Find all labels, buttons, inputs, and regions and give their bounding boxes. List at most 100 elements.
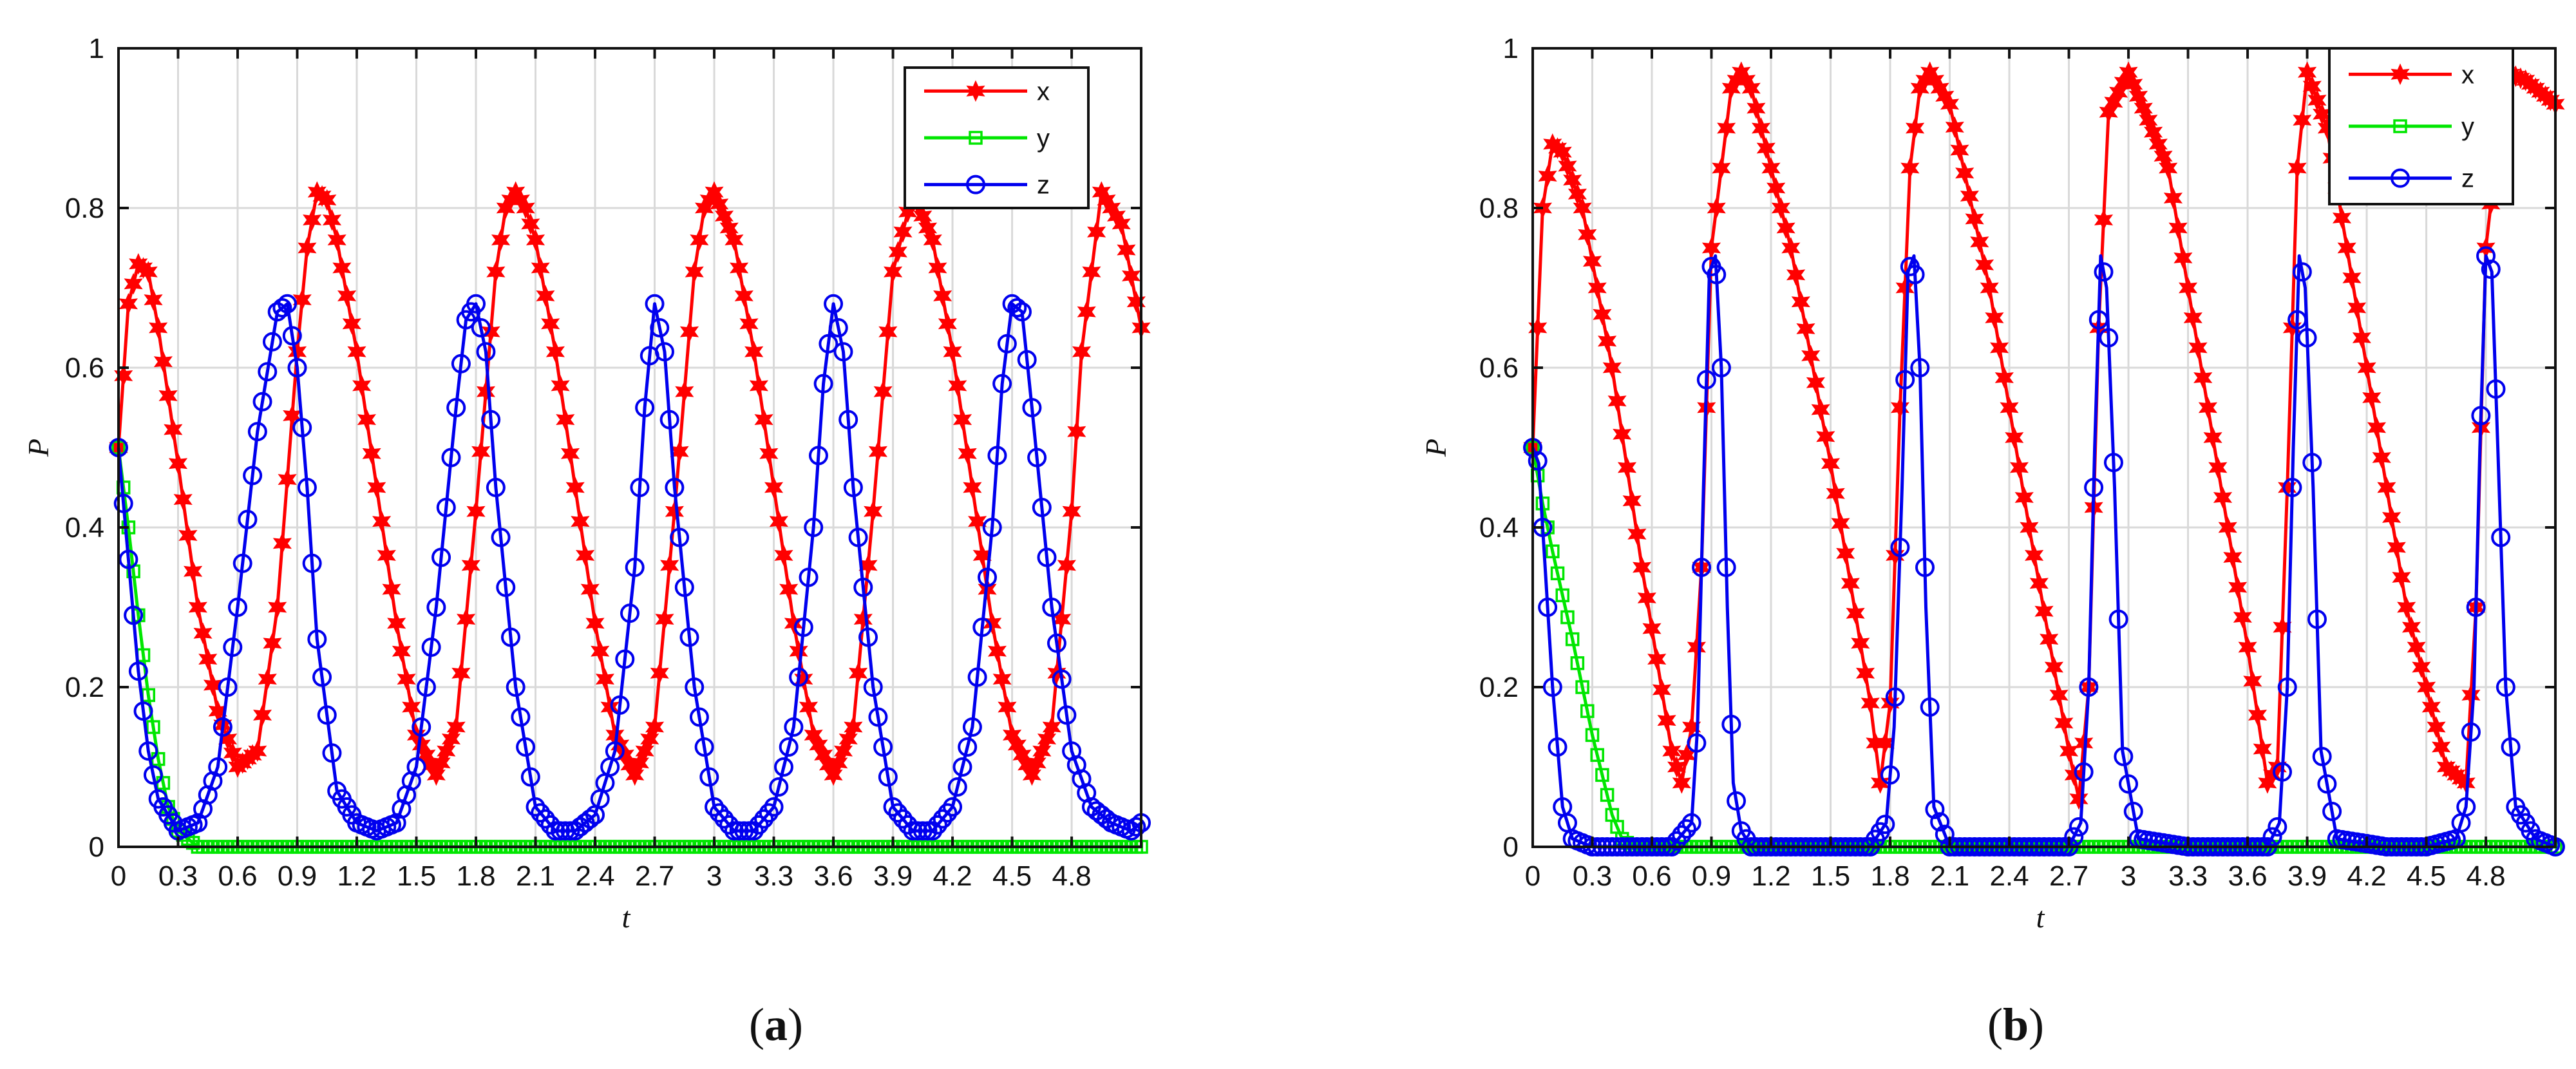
legend-marker-y	[969, 131, 983, 145]
series-x-marker	[1761, 157, 1781, 179]
series-z-marker	[1915, 558, 1935, 577]
series-z-marker	[808, 446, 828, 466]
series-z-marker	[2466, 598, 2486, 617]
series-z-marker	[138, 741, 158, 761]
series-x-marker	[431, 752, 451, 774]
series-x-marker	[173, 488, 193, 511]
series-x-marker	[1632, 556, 1652, 578]
series-y-marker	[1550, 566, 1565, 581]
series-x-marker	[948, 375, 967, 397]
series-x-marker	[1801, 345, 1821, 367]
series-x-marker	[1538, 165, 1557, 187]
series-x-marker	[2427, 716, 2446, 738]
series-x-marker	[1712, 157, 1731, 179]
series-z-marker	[689, 707, 709, 727]
series-z-marker	[744, 821, 764, 841]
series-x-marker	[2014, 486, 2034, 509]
series-x-marker	[2347, 297, 2367, 319]
series-z-marker	[754, 809, 774, 829]
series-x-marker	[2044, 656, 2064, 678]
series-x-marker	[769, 510, 788, 533]
series-z-marker	[312, 667, 332, 687]
series-x-marker	[1776, 217, 1795, 239]
x-tick-label: 1.5	[397, 860, 436, 892]
series-z-marker	[545, 821, 565, 841]
series-x-marker	[1082, 261, 1101, 283]
series-z-marker	[491, 527, 511, 547]
series-x-marker	[2174, 247, 2193, 269]
series-x-marker	[571, 510, 590, 533]
y-axis-label: P	[22, 439, 55, 457]
series-x-marker	[844, 716, 863, 738]
series-z-marker	[1920, 697, 1940, 717]
series-x-marker	[764, 477, 784, 498]
series-z-marker	[2094, 262, 2114, 282]
series-x-marker	[2401, 616, 2421, 638]
series-z-marker	[1528, 451, 1548, 471]
series-z-marker	[843, 478, 863, 497]
series-x-marker	[1582, 250, 1602, 272]
series-x-marker	[1072, 341, 1092, 363]
series-x-marker	[292, 289, 312, 311]
series-x-marker	[2461, 684, 2481, 706]
series-x-marker	[2213, 486, 2233, 509]
series-x-marker	[2104, 91, 2123, 113]
series-z-marker	[625, 558, 645, 577]
series-y-marker	[1595, 768, 1609, 782]
series-z-marker	[307, 629, 327, 649]
series-z-marker	[1721, 714, 1741, 734]
series-x-marker	[2188, 337, 2208, 359]
series-z-marker	[659, 410, 679, 430]
series-z-marker	[1042, 598, 1062, 617]
series-x-marker	[1970, 231, 1989, 253]
series-z-marker	[551, 821, 571, 841]
series-x-marker	[178, 524, 198, 547]
series-x-marker	[868, 440, 888, 463]
series-y-marker	[1560, 610, 1575, 625]
legend-item-y: y	[2349, 113, 2474, 141]
series-x-marker	[1756, 137, 1776, 159]
series-z-marker	[714, 809, 734, 829]
series-x-marker	[2342, 267, 2362, 289]
series-x-marker	[2372, 446, 2391, 469]
series-z-marker	[674, 578, 694, 597]
series-x-marker	[144, 289, 163, 311]
x-tick-label: 3	[706, 860, 722, 892]
series-z-marker	[287, 358, 307, 377]
series-x-marker	[1597, 330, 1617, 352]
series-z-marker	[933, 809, 952, 829]
series-x-marker	[799, 696, 819, 718]
series-x-marker	[1905, 117, 1925, 139]
series-x-marker	[1846, 602, 1865, 625]
x-tick-label: 4.2	[933, 860, 972, 892]
y-tick-label: 0.2	[65, 672, 104, 703]
series-x-marker	[2193, 366, 2213, 389]
series-z-marker	[908, 821, 928, 841]
series-x-marker	[1766, 177, 1786, 199]
series-x-marker	[1077, 301, 1096, 323]
y-tick-labels: 0 0.2 0.4 0.6 0.8 1	[65, 33, 104, 863]
series-x-marker	[124, 272, 143, 295]
series-x-marker	[377, 544, 396, 567]
series-x-marker	[1627, 523, 1647, 545]
series-z-marker	[1542, 677, 1562, 697]
series-x-marker	[864, 500, 883, 523]
series-x-marker	[476, 381, 496, 403]
series-z-marker	[466, 294, 486, 314]
series-x-marker	[1851, 632, 1870, 654]
series-x-marker	[1980, 277, 1999, 299]
panel-a: 0 0.3 0.6 0.9 1.2 1.5 1.8 2.1 2.4 2.7 3 3.3 3.6 3.9 4.…	[22, 33, 1151, 1050]
y-tick-label: 0.2	[1479, 672, 1519, 703]
series-x-marker	[679, 321, 699, 343]
series-x-marker	[2034, 600, 2054, 623]
series-x-marker	[1687, 636, 1707, 658]
y-tick-label: 0.4	[65, 512, 104, 544]
series-x-marker	[690, 229, 709, 251]
series-x-marker	[1965, 208, 1984, 230]
series-z-marker	[446, 398, 466, 417]
series-z-marker	[208, 757, 228, 777]
panel-label: (b)	[1987, 999, 2044, 1050]
series-x-marker	[838, 728, 858, 750]
series-z-marker	[2491, 527, 2511, 547]
series-x-marker	[1960, 185, 1980, 207]
